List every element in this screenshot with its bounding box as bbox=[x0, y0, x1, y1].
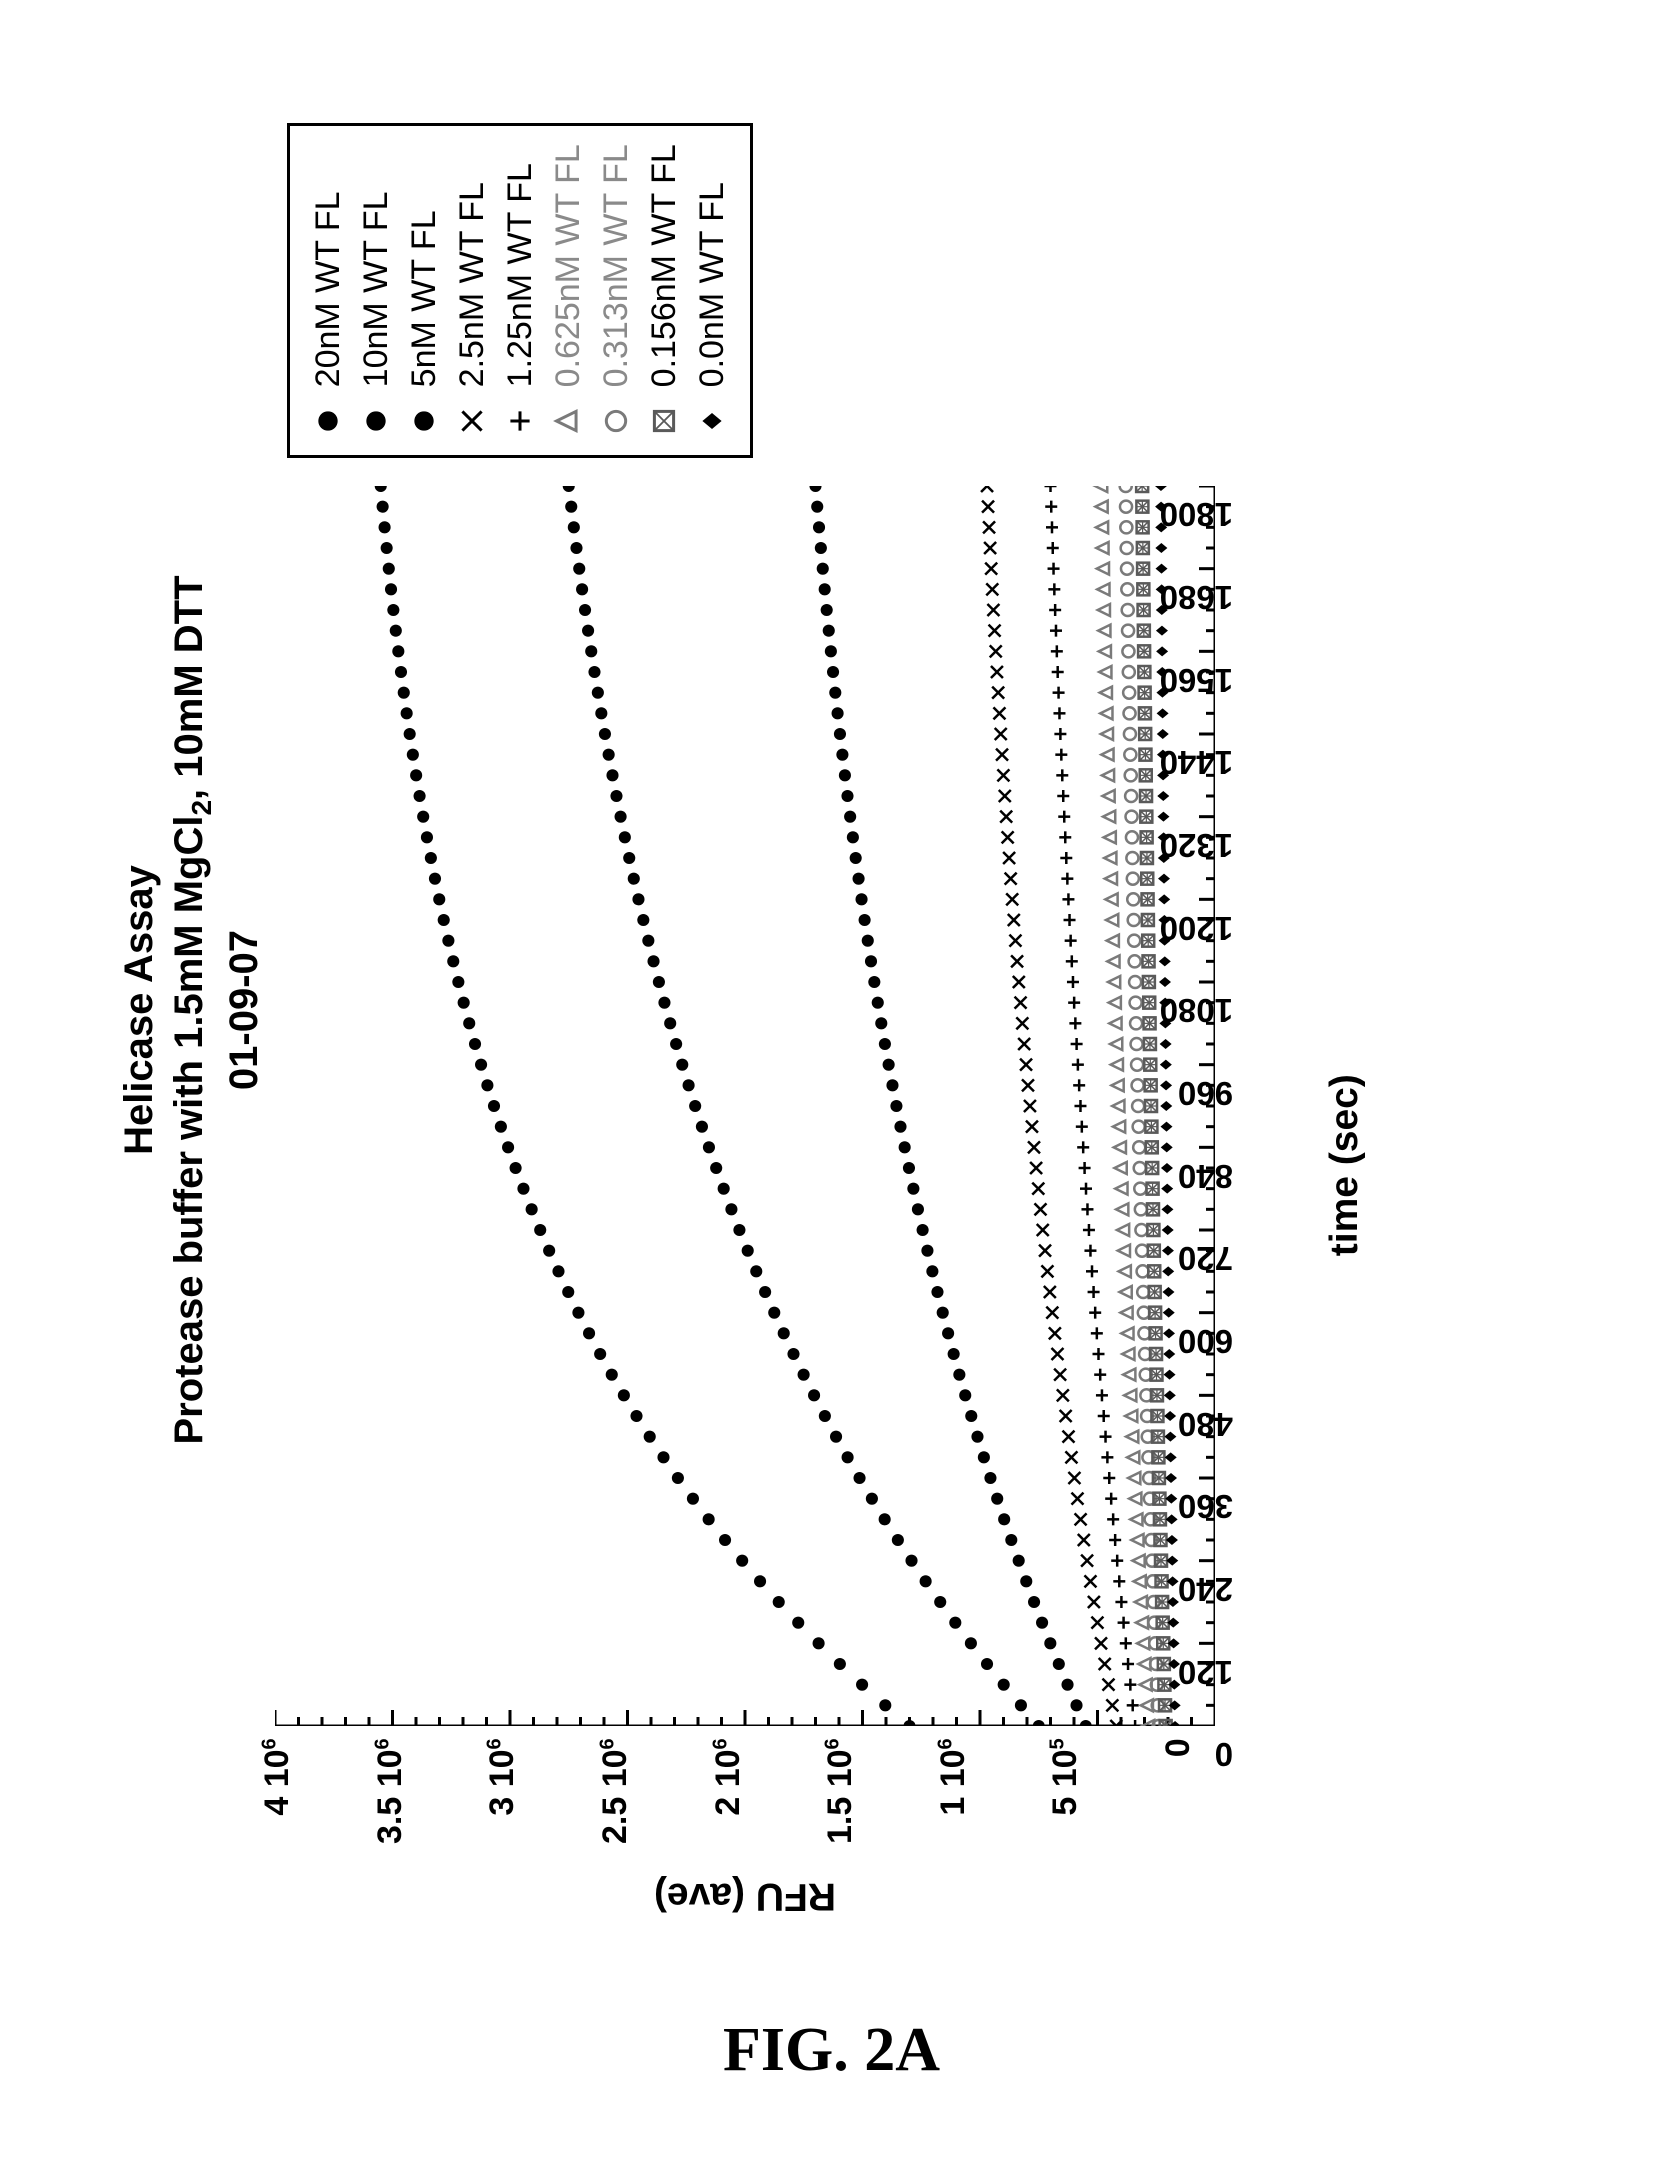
legend-row: 0.313nM WT FL bbox=[592, 144, 640, 441]
y-tick-label: 1 106 bbox=[934, 1726, 973, 1844]
series-10nM bbox=[563, 486, 1045, 1726]
legend-swatch bbox=[500, 401, 540, 441]
legend-marker-icon bbox=[308, 401, 348, 441]
legend: 20nM WT FL10nM WT FL5nM WT FL2.5nM WT FL… bbox=[287, 123, 753, 458]
legend-swatch bbox=[404, 401, 444, 441]
legend-swatch bbox=[692, 401, 732, 441]
legend-label: 10nM WT FL bbox=[357, 191, 396, 387]
legend-marker-icon bbox=[356, 401, 396, 441]
legend-row: 10nM WT FL bbox=[352, 144, 400, 441]
legend-row: 20nM WT FL bbox=[304, 144, 352, 441]
legend-swatch bbox=[548, 401, 588, 441]
y-tick-label: 3.5 106 bbox=[371, 1726, 410, 1844]
title2-prefix: Protease buffer with 1.5mM MgCl bbox=[167, 816, 211, 1445]
y-axis-label: RFU (ave) bbox=[654, 1874, 836, 1918]
y-tick-label: 3 106 bbox=[483, 1726, 522, 1844]
legend-row: 5nM WT FL bbox=[400, 144, 448, 441]
legend-label: 1.25nM WT FL bbox=[501, 163, 540, 387]
legend-swatch bbox=[308, 401, 348, 441]
title2-sub: 2 bbox=[186, 800, 217, 816]
legend-row: 0.0nM WT FL bbox=[688, 144, 736, 441]
legend-swatch bbox=[356, 401, 396, 441]
plot-area bbox=[275, 486, 1215, 1726]
legend-label: 0.625nM WT FL bbox=[549, 144, 588, 387]
legend-row: 1.25nM WT FL bbox=[496, 144, 544, 441]
legend-column: 20nM WT FL10nM WT FL5nM WT FL2.5nM WT FL… bbox=[275, 123, 753, 458]
y-tick-label: 0 bbox=[1159, 1726, 1198, 1844]
legend-label: 0.156nM WT FL bbox=[645, 144, 684, 387]
legend-row: 2.5nM WT FL bbox=[448, 144, 496, 441]
legend-marker-icon bbox=[644, 401, 684, 441]
chart-title-3: 01-09-07 bbox=[219, 100, 269, 1920]
y-tick-labels: 4 1063.5 1063 1062.5 1062 1061.5 1061 10… bbox=[275, 1726, 1215, 1844]
y-tick-label: 1.5 106 bbox=[821, 1726, 860, 1844]
legend-label: 2.5nM WT FL bbox=[453, 182, 492, 387]
plot-column: 4 1063.5 1063 1062.5 1062 1061.5 1061 10… bbox=[275, 486, 1367, 1844]
y-tick-label: 4 106 bbox=[258, 1726, 297, 1844]
legend-swatch bbox=[596, 401, 636, 441]
legend-row: 0.156nM WT FL bbox=[640, 144, 688, 441]
y-axis-label-container: RFU (ave) bbox=[275, 1872, 1215, 1920]
series-1_25nM bbox=[1045, 486, 1142, 1726]
legend-marker-icon bbox=[548, 401, 588, 441]
title2-suffix: , 10mM DTT bbox=[167, 575, 211, 799]
legend-label: 0.0nM WT FL bbox=[693, 182, 732, 387]
legend-marker-icon bbox=[692, 401, 732, 441]
legend-row: 0.625nM WT FL bbox=[544, 144, 592, 441]
legend-label: 5nM WT FL bbox=[405, 210, 444, 387]
legend-marker-icon bbox=[500, 401, 540, 441]
y-tick-label: 2 106 bbox=[709, 1726, 748, 1844]
y-tick-label: 2.5 106 bbox=[596, 1726, 635, 1844]
chart-container: Helicase Assay Protease buffer with 1.5m… bbox=[110, 100, 1560, 1920]
legend-marker-icon bbox=[596, 401, 636, 441]
legend-label: 0.313nM WT FL bbox=[597, 144, 636, 387]
legend-marker-icon bbox=[404, 401, 444, 441]
series-5nM bbox=[809, 486, 1091, 1726]
chart-title-1: Helicase Assay bbox=[114, 100, 164, 1920]
x-axis-label: time (sec) bbox=[1323, 486, 1367, 1844]
chart-title-2: Protease buffer with 1.5mM MgCl2, 10mM D… bbox=[164, 100, 219, 1920]
legend-label: 20nM WT FL bbox=[309, 191, 348, 387]
legend-swatch bbox=[644, 401, 684, 441]
legend-marker-icon bbox=[452, 401, 492, 441]
legend-swatch bbox=[452, 401, 492, 441]
figure-caption: FIG. 2A bbox=[0, 2015, 1663, 2086]
y-tick-label: 5 105 bbox=[1046, 1726, 1085, 1844]
